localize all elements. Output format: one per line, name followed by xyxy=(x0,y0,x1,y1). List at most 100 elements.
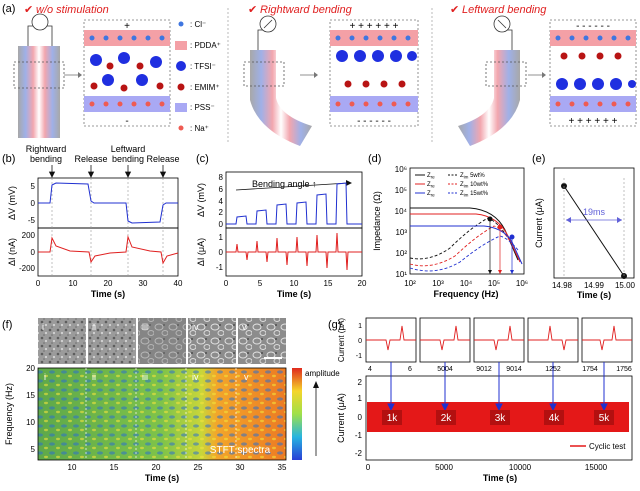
legend-swatch-cl xyxy=(178,21,184,27)
check-icon: ✔ xyxy=(248,4,257,16)
plot-b-xlabel: Time (s) xyxy=(91,289,125,299)
ytick-c-top-6: 6 xyxy=(219,185,224,194)
annotation-bending-angle: Bending angle ↑ xyxy=(252,179,317,189)
ytick-g-2: 2 xyxy=(358,378,363,387)
panel-f-label: (f) xyxy=(2,319,12,331)
plot-d-ylabel: Impedance (Ω) xyxy=(372,191,382,251)
panel-d: (d) Zre Zim 5wt% Zre Zim 10wt% Zre xyxy=(368,153,528,299)
ytick-b-bot-m200: -200 xyxy=(19,264,36,273)
xtick-e-14.98: 14.98 xyxy=(552,281,573,290)
ytick-b-bot-200: 200 xyxy=(22,231,36,240)
xtick-b-40: 40 xyxy=(174,279,183,288)
ytick-d-1e6: 10⁶ xyxy=(395,165,407,174)
sem-label-v: v xyxy=(242,322,247,332)
ytick-f-20: 20 xyxy=(26,364,35,373)
device-straight xyxy=(13,13,82,138)
xtick-f-10: 10 xyxy=(68,463,77,472)
legend-swatch-pdda xyxy=(175,41,187,50)
layer-box-3: - - - - - - + + + + + + xyxy=(549,19,637,127)
sem-image-ii xyxy=(88,318,136,364)
xtick-c-10: 10 xyxy=(290,279,299,288)
panel-a: (a) ✔ w/o stimulation ✔ Rightward bendin… xyxy=(2,3,637,146)
legend-cyclic-test: Cyclic test xyxy=(589,442,626,451)
plot-c-xlabel: Time (s) xyxy=(277,289,311,299)
inset-xtick-9014: 9014 xyxy=(506,366,522,373)
inset-ylabel: Current (μA) xyxy=(337,318,346,363)
plot-e-frame xyxy=(553,167,635,279)
sem-label-iii: iii xyxy=(142,322,148,332)
xtick-b-10: 10 xyxy=(69,279,78,288)
legend-swatch-emim xyxy=(177,83,185,91)
inset-panels: Current (μA) 1 0 -1 4 6 5004 9012 9014 1… xyxy=(337,318,633,373)
plot-d-frame xyxy=(409,167,525,275)
ytick-g-0: 0 xyxy=(358,413,363,422)
xtick-c-5: 5 xyxy=(258,279,263,288)
trace-d-zre-5 xyxy=(410,207,519,261)
annotation-19ms: 19ms xyxy=(583,207,606,217)
svg-text:-: - xyxy=(125,116,128,127)
ytick-c-top-8: 8 xyxy=(219,173,224,182)
plot-g-xlabel: Time (s) xyxy=(483,473,517,483)
cycle-label-4k: 4k xyxy=(549,413,561,424)
xtick-d-1e5: 10⁵ xyxy=(488,279,500,288)
panel-b: (b) Rightward bending Release Leftward b… xyxy=(2,144,183,299)
xtick-g-15000: 15000 xyxy=(585,463,608,472)
plot-g-ylabel: Current (μA) xyxy=(336,393,346,443)
legend-label-tfsi: : TFSI⁻ xyxy=(190,62,216,71)
trace-b-current xyxy=(38,235,179,265)
cycle-label-5k: 5k xyxy=(599,413,611,424)
plot-f-ylabel: Frequency (Hz) xyxy=(4,383,14,445)
inset-xtick-1756: 1756 xyxy=(616,366,632,373)
annotation-rightward: Rightward xyxy=(26,144,67,154)
stft-label-iii: iii xyxy=(142,372,148,382)
plot-c-top-ylabel: ΔV (mV) xyxy=(196,183,206,217)
ytick-d-1e1: 10¹ xyxy=(395,270,407,279)
plot-f-xlabel: Time (s) xyxy=(145,473,179,483)
ytick-c-top-0: 0 xyxy=(219,220,224,229)
sem-image-iv xyxy=(188,318,236,364)
panel-e-label: (e) xyxy=(532,153,545,165)
annotation-bending-2: bending xyxy=(112,154,144,164)
panel-e: (e) 19ms Current (μA) 14.98 14.99 15.00 … xyxy=(532,153,636,300)
title-rightward-bending: Rightward bending xyxy=(260,4,353,16)
legend-label-pdda: : PDDA⁺ xyxy=(190,41,221,50)
svg-text:+: + xyxy=(124,21,130,32)
xtick-d-1e6: 10⁶ xyxy=(516,279,528,288)
ytick-b-top-m5: -5 xyxy=(28,216,36,225)
annotation-leftward: Leftward xyxy=(111,144,146,154)
device-leftward xyxy=(458,15,546,146)
check-icon: ✔ xyxy=(24,4,33,16)
ytick-b-top-0: 0 xyxy=(31,199,36,208)
ytick-d-1e5: 10⁵ xyxy=(395,186,407,195)
ytick-c-bot-0: 0 xyxy=(219,248,224,257)
stft-spectra-label: STFT spectra xyxy=(210,445,271,456)
xtick-e-14.99: 14.99 xyxy=(584,281,605,290)
xtick-c-0: 0 xyxy=(224,279,229,288)
inset-xtick-6: 6 xyxy=(408,366,412,373)
annotation-release-1: Release xyxy=(74,154,107,164)
trace-b-voltage xyxy=(38,182,178,224)
ytick-b-top-5: 5 xyxy=(31,182,36,191)
inset-xtick-9012: 9012 xyxy=(476,366,492,373)
device-rightward xyxy=(243,15,318,146)
panel-g: (g) Current (μA) 1 0 -1 4 6 5004 9012 90… xyxy=(328,318,633,483)
legend-label-na: : Na⁺ xyxy=(190,124,209,133)
ytick-c-bot-m1: -1 xyxy=(216,263,224,272)
legend-d-zim-10: Zim 10wt% xyxy=(460,182,489,189)
xtick-g-10000: 10000 xyxy=(509,463,532,472)
sem-image-i xyxy=(38,318,86,364)
ytick-d-1e2: 10² xyxy=(395,249,407,258)
legend-swatch-pss xyxy=(175,103,187,112)
voltmeter-icon xyxy=(31,13,49,31)
legend-swatch-na xyxy=(178,125,184,131)
xtick-b-0: 0 xyxy=(36,279,41,288)
stft-label-i: i xyxy=(44,372,46,382)
svg-text:- - - - - -: - - - - - - xyxy=(576,21,610,32)
cycle-label-2k: 2k xyxy=(441,413,453,424)
panel-f: (f) i ii iii iv v i ii iii iv v STFT spe… xyxy=(2,318,340,483)
ytick-f-5: 5 xyxy=(31,445,36,454)
xtick-c-15: 15 xyxy=(324,279,333,288)
xtick-g-0: 0 xyxy=(366,463,371,472)
legend-label-pss: : PSS⁻ xyxy=(190,103,215,112)
xtick-f-30: 30 xyxy=(236,463,245,472)
